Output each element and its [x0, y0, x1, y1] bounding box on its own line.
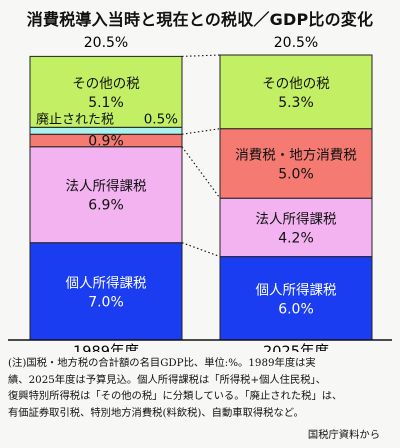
stacked-bar-chart: 個人所得課税 7.0% 法人所得課税 6.9% 0.9% 廃止された税 0.5% その他の税 5… [8, 35, 392, 352]
bar-segment [29, 55, 183, 128]
segment-value-label: 6.9% [88, 198, 124, 214]
segment-name-label: 個人所得課税 [256, 281, 337, 298]
segment-value-label: 5.3% [278, 95, 314, 111]
segment-value-label: 5.0% [278, 166, 314, 182]
category-label: 1989年度 [73, 343, 139, 352]
segment-name-label: 消費税・地方消費税 [235, 147, 357, 163]
connector-line [181, 54, 221, 57]
segment-value-label: 0.5% [144, 111, 178, 127]
segment-name-label: その他の税 [262, 76, 330, 92]
chart-title: 消費税導入当時と現在との税収／GDP比の変化 [26, 10, 374, 29]
footnote-line: 復興特別所得税は「その他の税」に分類している。「廃止された税」は、 [8, 390, 343, 402]
connector-line [181, 242, 221, 258]
segment-value-label: 6.0% [278, 301, 314, 317]
segment-name-label: 法人所得課税 [256, 210, 337, 227]
bar-segment [29, 146, 183, 244]
segment-name-label: 法人所得課税 [66, 178, 147, 195]
source-note: 国税庁資料から [307, 429, 380, 441]
connector-line [181, 128, 221, 135]
segment-name-label: その他の税 [72, 76, 140, 92]
footnote: (注)国税・地方税の合計額の名目GDP比、単位:%。1989年度は実 績、202… [8, 355, 396, 421]
footnote-line: 有価証券取引税、特別地方消費税(料飲税)、自動車取得税など。 [8, 406, 304, 419]
bar-segment [219, 54, 373, 130]
segment-value-label: 7.0% [88, 294, 124, 310]
connector-line [181, 146, 221, 199]
bar-segment [219, 197, 373, 258]
total-label: 20.5% [84, 35, 128, 51]
total-label: 20.5% [274, 35, 318, 51]
footnote-line: (注)国税・地方税の合計額の名目GDP比、単位:%。1989年度は実 [8, 357, 316, 369]
footnote-line: 績、2025年度は予算見込。個人所得課税は「所得税+個人住民税」、 [8, 373, 326, 386]
bar-segment [219, 256, 373, 341]
category-label: 2025年度 [263, 343, 329, 352]
segment-value-label: 5.1% [88, 95, 124, 111]
segment-name-label: 個人所得課税 [66, 274, 147, 291]
bar-segment [29, 242, 183, 341]
segment-name-label: 廃止された税 [36, 111, 114, 127]
bar-segment [219, 128, 373, 199]
segment-value-label: 0.9% [88, 134, 124, 150]
segment-value-label: 4.2% [278, 230, 314, 246]
